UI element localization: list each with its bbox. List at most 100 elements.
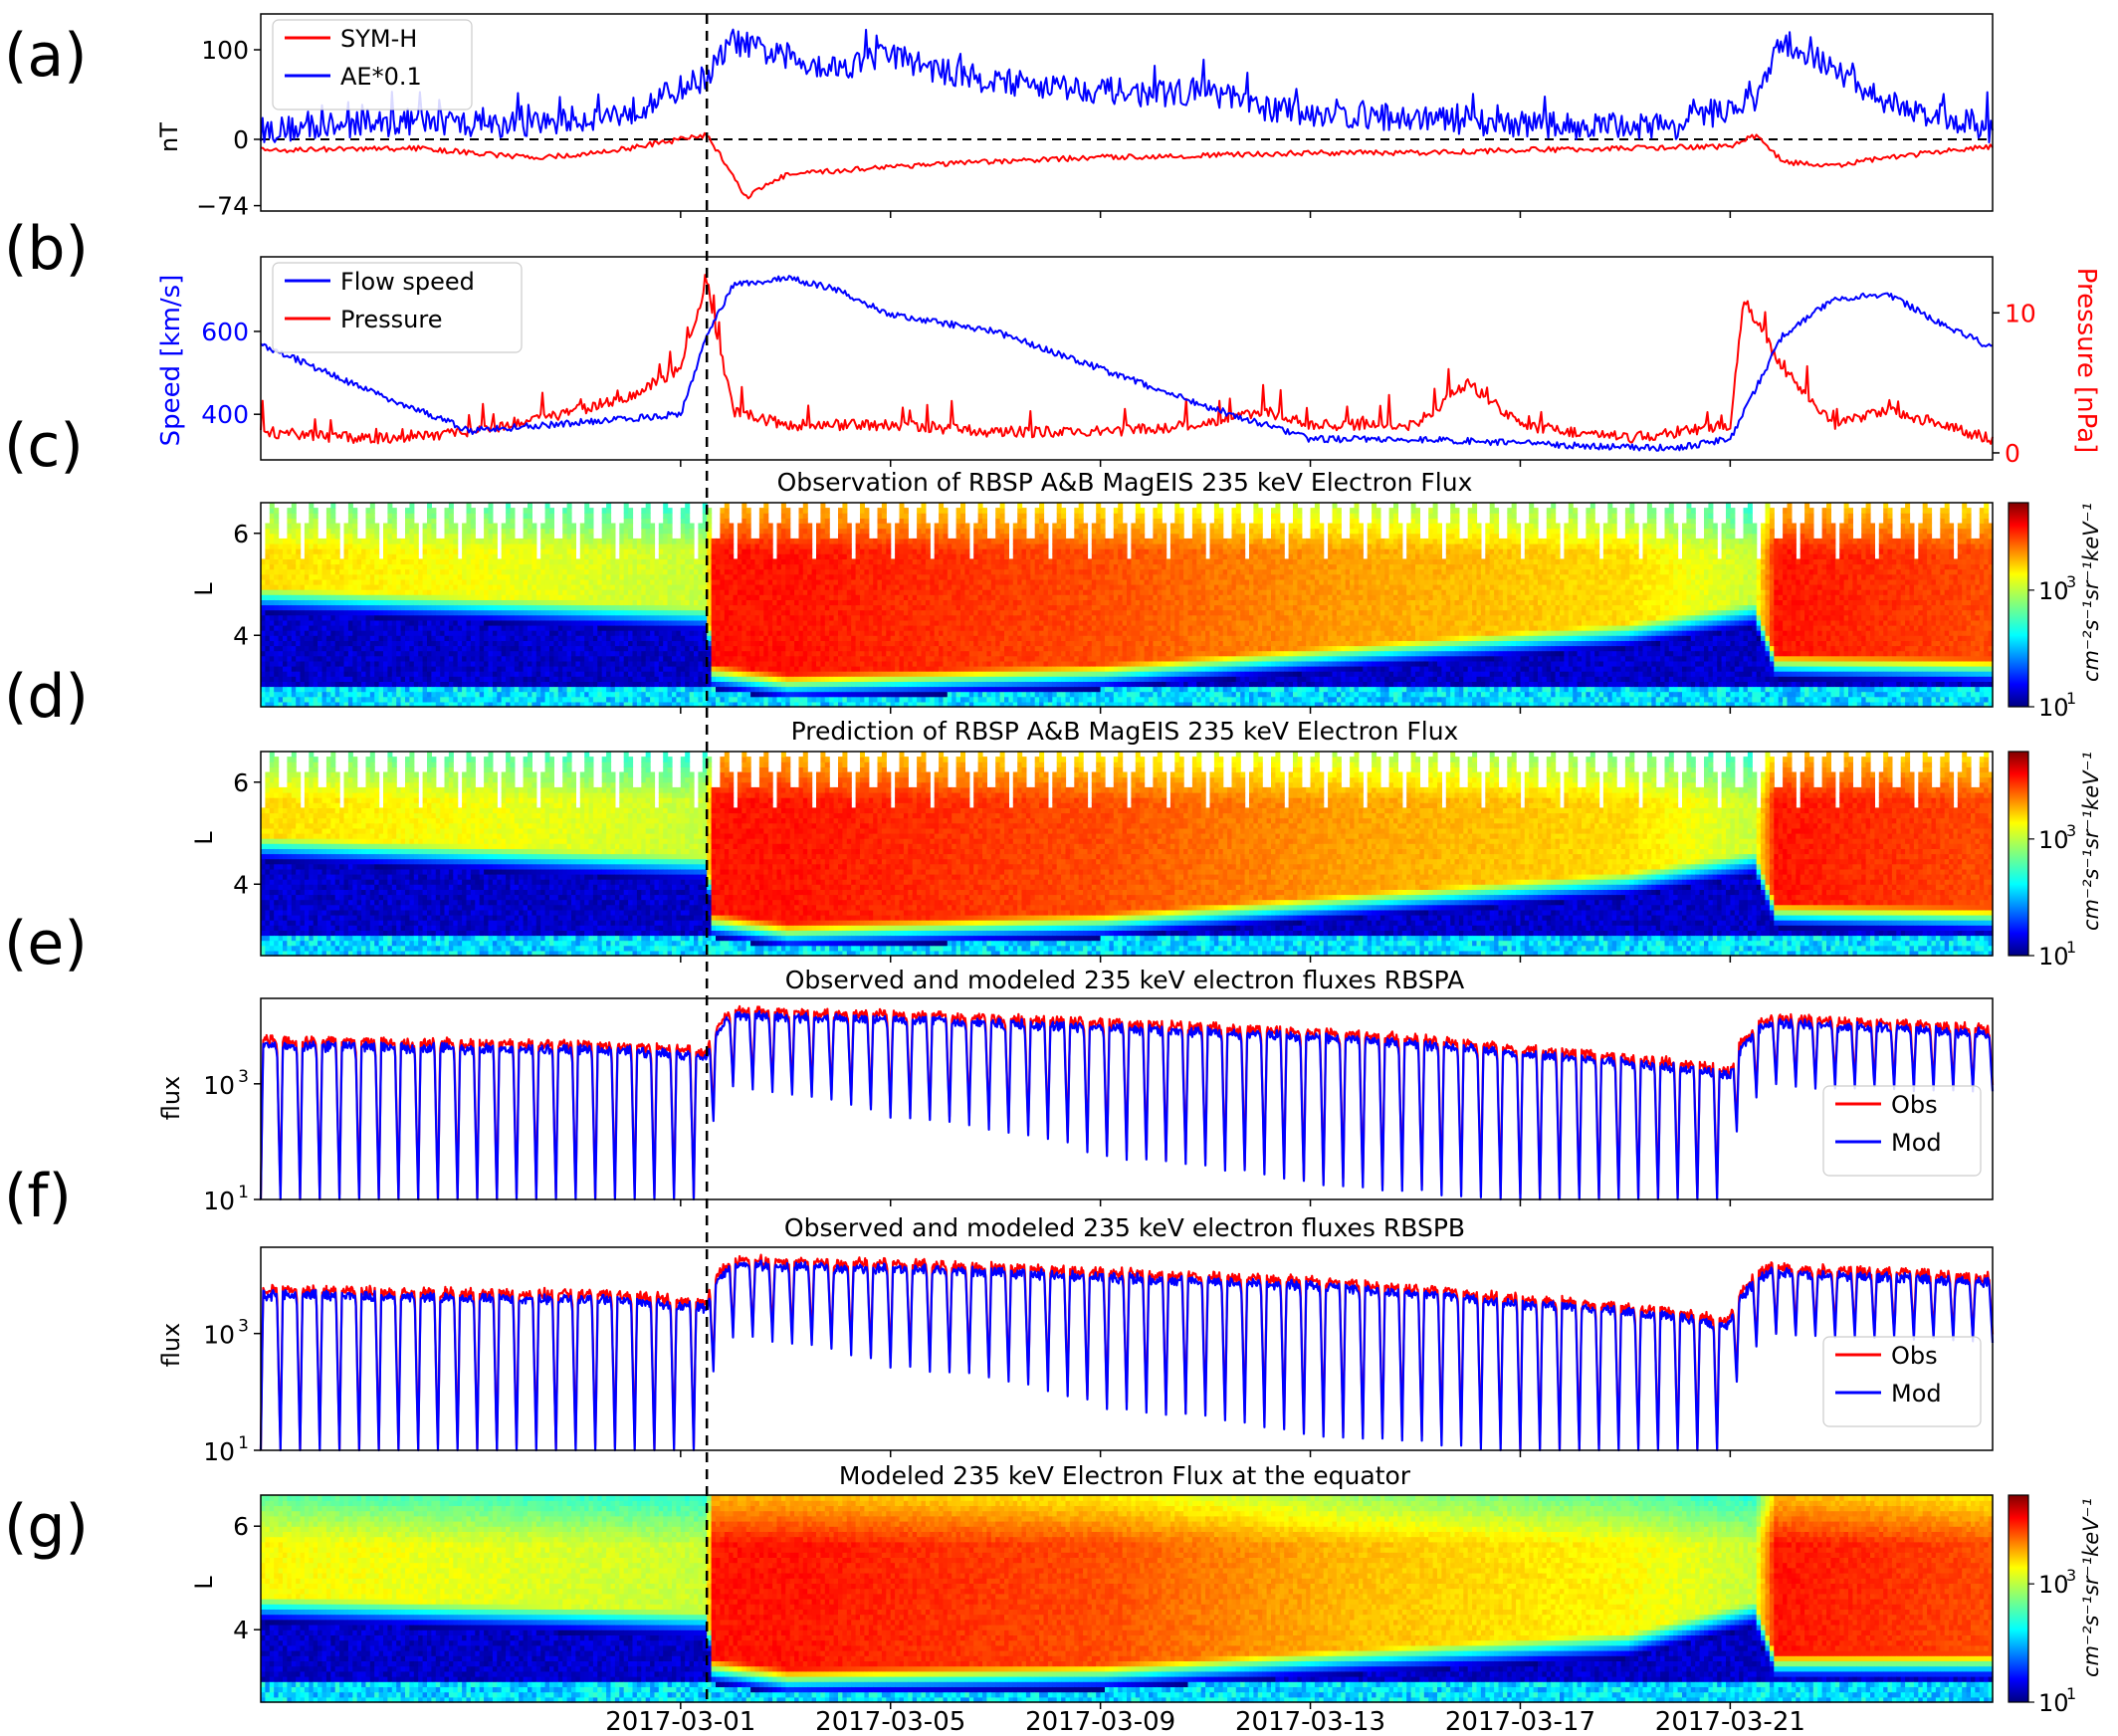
panel-c-cell (741, 676, 747, 682)
panel-c-cell (549, 666, 554, 672)
panel-c-cell (313, 619, 318, 626)
panel-c-cell (466, 543, 472, 549)
panel-c-cell (413, 619, 419, 626)
panel-c-cell (488, 686, 494, 693)
panel-c-cell (300, 655, 306, 662)
panel-c-cell (636, 640, 642, 647)
panel-c-cell (720, 614, 726, 621)
panel-c-cell (780, 671, 786, 677)
panel-c-cell (588, 523, 594, 530)
panel-c-cell (601, 543, 607, 549)
panel-c-cell (453, 523, 459, 530)
panel-c-cell (334, 671, 340, 677)
panel-c-cell (702, 548, 708, 554)
panel-c-cell (278, 630, 284, 636)
panel-c-cell (698, 676, 704, 682)
panel-b-ylabel-right: Pressure [nPa] (2071, 268, 2101, 454)
panel-c-cell (689, 655, 695, 662)
panel-c-cell (400, 686, 406, 693)
panel-c-cell (557, 584, 563, 590)
panel-c-cell (619, 568, 625, 575)
panel-c-cell (733, 619, 739, 626)
panel-c-cell (431, 584, 437, 590)
panel-c-cell (462, 533, 468, 540)
panel-c-cell (269, 563, 275, 570)
panel-c-cell (466, 650, 472, 657)
panel-c-cell (313, 686, 318, 693)
panel-c-cell (838, 518, 843, 525)
panel-c-cell (330, 543, 336, 549)
panel-c-cell (807, 619, 813, 626)
panel-c-cell (636, 691, 642, 698)
panel-c-cell (470, 553, 476, 559)
panel-c-cell (667, 696, 673, 703)
panel-c-cell (716, 563, 721, 570)
panel-c-cell (557, 645, 563, 652)
panel-c-cell (510, 604, 516, 611)
panel-c-cell (325, 563, 331, 570)
panel-c-cell (729, 701, 735, 708)
panel-c-cell (641, 655, 647, 662)
panel-c-cell (418, 671, 424, 677)
panel-c-cell (592, 676, 598, 682)
panel-c-cell (269, 513, 275, 519)
panel-c-cell (816, 686, 821, 693)
panel-c-cell (291, 568, 297, 575)
panel-c-cell (470, 518, 476, 525)
panel-c-cell (462, 604, 468, 611)
panel-c-cell (261, 609, 266, 616)
panel-c-cell (387, 701, 393, 708)
panel-c-cell (274, 671, 280, 677)
panel-c-cell (754, 650, 760, 657)
panel-c-cell (851, 619, 857, 626)
panel-c-cell (741, 650, 747, 657)
panel-c-cell (352, 686, 358, 693)
panel-c-cell (698, 604, 704, 611)
panel-c-cell (318, 604, 323, 611)
panel-c-cell (510, 584, 516, 590)
panel-c-cell (575, 563, 581, 570)
panel-c-cell (287, 619, 293, 626)
panel-c-cell (484, 635, 490, 641)
panel-c-cell (470, 681, 476, 688)
panel-c-cell (610, 681, 616, 688)
panel-c-cell (650, 701, 656, 708)
panel-c-cell (562, 696, 568, 703)
panel-c-cell (592, 691, 598, 698)
panel-c-cell (636, 619, 642, 626)
panel-c-cell (579, 584, 585, 590)
panel-c-cell (549, 650, 554, 657)
panel-c-cell (265, 594, 271, 600)
panel-c-cell (741, 640, 747, 647)
panel-c-cell (597, 671, 603, 677)
panel-c-cell (672, 573, 677, 580)
panel-a-frame (260, 13, 1994, 212)
panel-c-cell (269, 533, 275, 540)
panel-c-cell (689, 543, 695, 549)
panel-c-cell (645, 528, 651, 535)
panel-b-ytick-0: 400 (201, 400, 249, 429)
panel-c-cell (506, 513, 512, 519)
panel-c-cell (274, 640, 280, 647)
panel-c-cell (325, 696, 331, 703)
panel-c-cell (296, 533, 302, 540)
panel-c-cell (296, 578, 302, 585)
panel-c-cell (566, 619, 572, 626)
panel-c-cell (365, 671, 371, 677)
panel-c-cell (575, 640, 581, 647)
panel-c-cell (352, 543, 358, 549)
panel-c-cell (838, 553, 843, 559)
panel-c-cell (575, 619, 581, 626)
panel-c-cell (798, 589, 804, 595)
panel-c-cell (361, 635, 367, 641)
panel-c-cell (680, 558, 686, 565)
panel-c-cell (369, 619, 375, 626)
panel-c-cell (540, 589, 546, 595)
panel-a-series-symh (260, 131, 1994, 200)
panel-c-cell (291, 691, 297, 698)
panel-c-cell (641, 645, 647, 652)
panel-c-cell (724, 630, 730, 636)
panel-c-cell (523, 508, 529, 514)
panel-c-cell (763, 528, 769, 535)
panel-c-cell (369, 513, 375, 519)
